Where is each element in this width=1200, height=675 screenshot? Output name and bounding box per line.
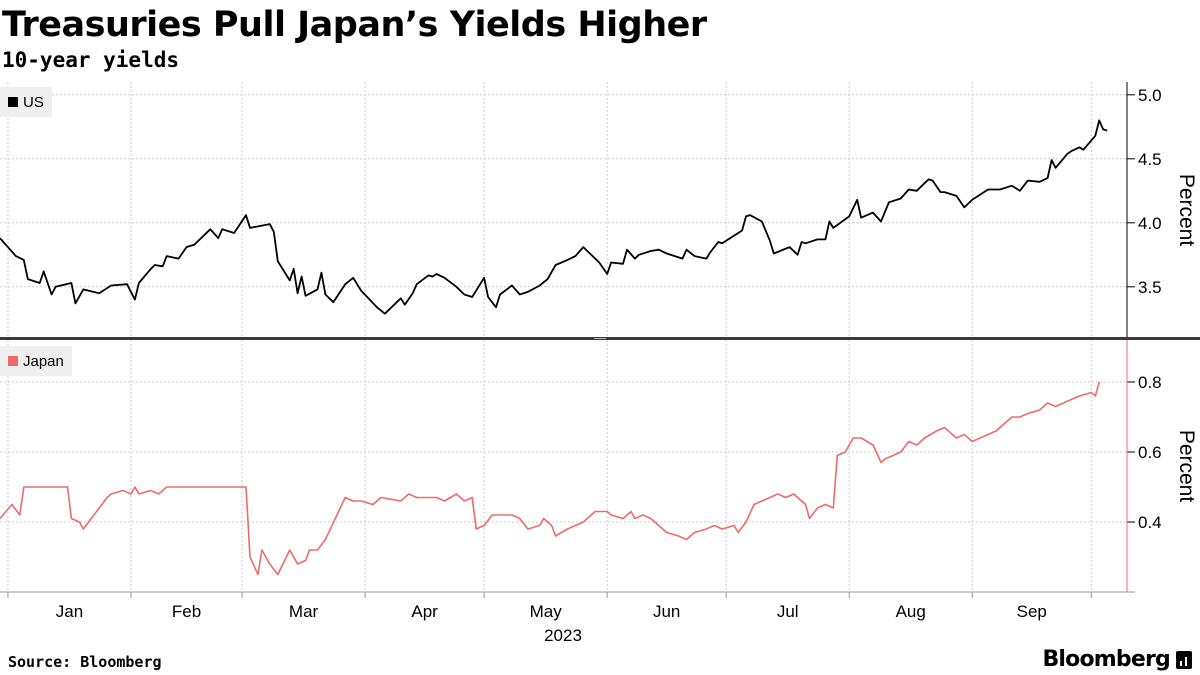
y-tick-label: 0.6 [1138,443,1162,462]
series-line-japan [0,381,1100,576]
x-tick-label: Feb [172,602,201,621]
legend-japan-swatch [8,356,18,366]
chart-title: Treasuries Pull Japan’s Yields Higher [2,5,707,45]
brand-logo: Bloomberg [1042,647,1192,672]
y-tick-label: 5.0 [1138,86,1162,105]
x-tick-label: Mar [289,602,319,621]
legend-us-label: US [23,93,44,111]
source-note: Source: Bloomberg [8,653,162,671]
legend-japan-label: Japan [23,352,64,370]
x-tick-label: Jan [56,602,83,621]
y-tick-label: 0.8 [1138,373,1162,392]
y-tick-label: 0.4 [1138,513,1162,532]
x-tick-label: Aug [896,602,926,621]
x-tick-label: Jun [653,602,680,621]
y-tick-label: 4.0 [1138,214,1162,233]
series-line-us [0,119,1108,315]
x-tick-label: Jul [777,602,799,621]
legend-us: US [0,87,52,117]
y-axis-label: Percent [1175,430,1198,503]
y-tick-label: 3.5 [1138,278,1162,297]
legend-us-swatch [8,97,18,107]
x-axis-year-label: 2023 [544,626,582,645]
y-tick-label: 4.5 [1138,150,1162,169]
chart-subtitle: 10-year yields [2,48,180,72]
x-tick-label: May [530,602,563,621]
legend-japan: Japan [0,346,72,376]
bloomberg-chart-icon [1176,650,1192,669]
x-tick-label: Sep [1017,602,1047,621]
brand-name: Bloomberg [1042,647,1170,672]
x-tick-label: Apr [411,602,438,621]
y-axis-label: Percent [1175,174,1198,247]
